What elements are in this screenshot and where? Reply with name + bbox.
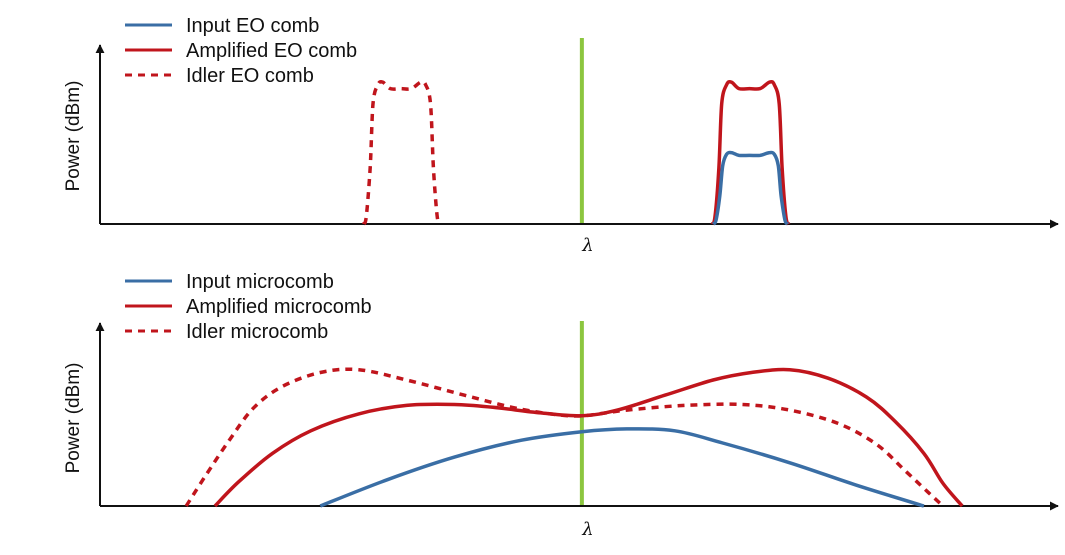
- legend-label-amplified: Amplified EO comb: [186, 40, 357, 62]
- legend-item-idler: Idler microcomb: [125, 321, 328, 343]
- legend-item-input: Input EO comb: [125, 15, 319, 37]
- legend-label-amplified: Amplified microcomb: [186, 296, 372, 318]
- series-line-input: [711, 150, 790, 226]
- y-axis-label: Power (dBm): [63, 363, 84, 474]
- legend: Input EO comb Amplified EO comb Idler EO…: [125, 15, 357, 87]
- y-axis-label: Power (dBm): [63, 81, 84, 192]
- legend-item-amplified: Amplified EO comb: [125, 40, 357, 62]
- legend-label-idler: Idler EO comb: [186, 65, 314, 87]
- legend-label-input: Input EO comb: [186, 15, 319, 37]
- series-line-idler: [361, 79, 442, 226]
- eo-comb-panel: Input EO comb Amplified EO comb Idler EO…: [63, 15, 1059, 256]
- microcomb-panel: Input microcomb Amplified microcomb Idle…: [63, 271, 1059, 540]
- x-axis-label: λ: [581, 519, 593, 540]
- legend-item-amplified: Amplified microcomb: [125, 296, 372, 318]
- legend-label-input: Input microcomb: [186, 271, 334, 293]
- legend-item-idler: Idler EO comb: [125, 65, 314, 87]
- series-line-input: [319, 427, 925, 508]
- legend-label-idler: Idler microcomb: [186, 321, 328, 343]
- legend-item-input: Input microcomb: [125, 271, 334, 293]
- series-line-amplified: [710, 79, 791, 226]
- series-layer: [361, 79, 791, 226]
- legend: Input microcomb Amplified microcomb Idle…: [125, 271, 372, 343]
- series-layer: [184, 367, 964, 508]
- x-axis-label: λ: [581, 235, 593, 256]
- series-line-amplified: [213, 367, 964, 508]
